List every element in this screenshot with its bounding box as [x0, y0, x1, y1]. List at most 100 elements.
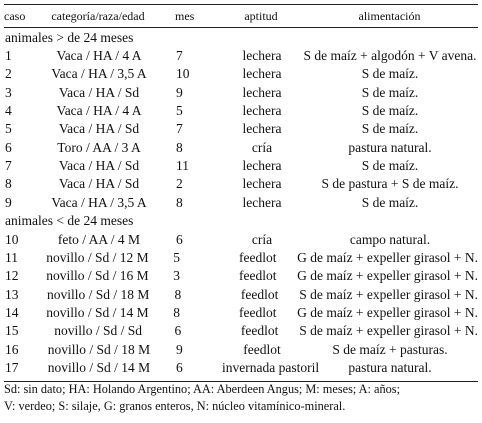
cell-categoria: Vaca / HA / 3,5 A	[51, 194, 147, 210]
header-aptitud: aptitud	[244, 8, 278, 23]
cell-aptitud: feedlot	[239, 268, 277, 284]
cell-alimentacion: S de maíz + pasturas.	[332, 341, 448, 357]
table-row: 9 Vaca / HA / 3,5 A 8 lechera S de maíz.	[4, 193, 478, 211]
table-row: 7 Vaca / HA / Sd 11 lechera S de maíz.	[4, 157, 478, 175]
cell-aptitud: lechera	[242, 194, 282, 210]
cell-alimentacion: S de maíz.	[361, 157, 419, 173]
cell-mes: 8	[176, 139, 183, 155]
cell-mes: 9	[176, 341, 183, 357]
cell-mes: 9	[176, 84, 183, 100]
cell-aptitud: lechera	[242, 176, 282, 192]
table-header: caso categoría/raza/edad mes aptitud ali…	[4, 5, 478, 27]
footnote-line: Sd: sin dato; HA: Holando Argentino; AA:…	[4, 382, 400, 396]
cell-categoria: novillo / Sd / 18 M	[46, 286, 150, 302]
header-rule	[4, 27, 478, 28]
cell-mes: 11	[176, 157, 189, 173]
cell-categoria: Vaca / HA / Sd	[58, 121, 140, 137]
section-label: animales < de 24 meses	[5, 213, 134, 229]
cell-caso: 5	[5, 121, 12, 137]
footnote-line: V: verdeo; S: silaje, G: granos enteros,…	[4, 399, 346, 413]
table-row: 6 Toro / AA / 3 A 8 cría pastura natural.	[4, 138, 478, 156]
table-body: animales > de 24 meses 1 Vaca / HA / 4 A 7 l…	[4, 28, 478, 377]
cell-caso: 15	[5, 323, 19, 339]
cell-alimentacion: S de maíz.	[361, 121, 419, 137]
cell-categoria: Vaca / HA / Sd	[58, 157, 140, 173]
cell-aptitud: lechera	[242, 121, 282, 137]
header-categoria: categoría/raza/edad	[51, 8, 145, 23]
table-row: 2 Vaca / HA / 3,5 A 10 lechera S de maíz.	[4, 65, 478, 83]
cell-caso: 16	[5, 341, 19, 357]
top-rule	[4, 4, 478, 5]
cell-categoria: Toro / AA / 3 A	[57, 139, 141, 155]
cell-mes: 6	[176, 359, 183, 375]
cell-caso: 10	[5, 231, 19, 247]
cell-mes: 7	[176, 121, 183, 137]
cell-aptitud: cría	[251, 231, 273, 247]
cell-categoria: novillo / Sd / 12 M	[46, 250, 149, 266]
cell-caso: 11	[5, 250, 18, 266]
cell-categoria: novillo / Sd / 14 M	[47, 359, 151, 375]
cell-caso: 9	[5, 194, 12, 210]
cell-alimentacion: G de maíz + expeller girasol + N.	[297, 268, 478, 284]
header-caso: caso	[4, 8, 26, 23]
bottom-rule	[4, 381, 478, 383]
table-row: 10 feto / AA / 4 M 6 cría campo natural.	[4, 231, 478, 249]
cell-alimentacion: S de maíz.	[361, 84, 419, 100]
table-row: 16 novillo / Sd / 18 M 9 feedlot S de maíz +…	[4, 340, 478, 358]
cell-caso: 2	[5, 66, 12, 82]
cell-caso: 13	[5, 286, 19, 302]
section-label: animales > de 24 meses	[5, 29, 134, 45]
cell-alimentacion: campo natural.	[349, 231, 431, 247]
cell-mes: 10	[176, 66, 190, 82]
header-alimentacion: alimentación	[358, 8, 421, 23]
cell-aptitud: feedlot	[239, 305, 277, 320]
cell-caso: 8	[5, 176, 12, 192]
cell-alimentacion: pastura natural.	[348, 359, 432, 375]
cell-alimentacion: S de pastura + S de maíz.	[321, 176, 459, 192]
cell-alimentacion: S de maíz + expeller girasol + N.	[299, 286, 478, 302]
cell-categoria: feto / AA / 4 M	[57, 231, 141, 247]
cell-alimentacion: G de maíz + expeller girasol + N.	[297, 250, 478, 266]
cell-categoria: novillo / Sd / 14 M	[46, 305, 149, 320]
cell-mes: 5	[173, 250, 180, 266]
cell-categoria: novillo / Sd / 16 M	[46, 268, 149, 284]
cell-caso: 17	[5, 359, 19, 375]
cell-alimentacion: S de maíz + expeller girasol + N.	[299, 323, 478, 339]
table-row: 8 Vaca / HA / Sd 2 lechera S de pastura + S …	[4, 175, 478, 193]
cell-categoria: Vaca / HA / Sd	[58, 84, 140, 100]
cell-mes: 8	[173, 305, 180, 320]
data-table: caso categoría/raza/edad mes aptitud ali…	[4, 4, 478, 383]
cell-mes: 8	[176, 194, 183, 210]
cell-aptitud: lechera	[242, 84, 282, 100]
footnote: Sd: sin dato; HA: Holando Argentino; AA:…	[4, 381, 480, 415]
cell-mes: 5	[176, 103, 183, 119]
table-row: 15 novillo / Sd / Sd 6 feedlot S de maíz + e…	[4, 322, 478, 340]
table-row: 14 novillo / Sd / 14 M 8 feedlot G de maíz +…	[4, 304, 478, 322]
cell-alimentacion: S de maíz.	[361, 66, 419, 82]
cell-mes: 2	[176, 176, 183, 192]
cell-alimentacion: G de maíz + expeller girasol + N.	[297, 305, 478, 320]
table-row: 17 novillo / Sd / 14 M 6 invernada pastoril…	[4, 359, 478, 377]
cell-categoria: Vaca / HA / 4 A	[56, 103, 142, 119]
cell-alimentacion: S de maíz + algodón + V avena.	[303, 48, 477, 64]
cell-categoria: novillo / Sd / 18 M	[47, 341, 151, 357]
table-row: 12 novillo / Sd / 16 M 3 feedlot G de maíz +…	[4, 267, 478, 285]
cell-mes: 8	[174, 286, 182, 302]
cell-mes: 7	[176, 48, 183, 64]
table-row: 5 Vaca / HA / Sd 7 lechera S de maíz.	[4, 120, 478, 138]
cell-aptitud: feedlot	[240, 286, 279, 302]
cell-mes: 3	[173, 268, 180, 284]
cell-caso: 1	[5, 48, 12, 64]
cell-aptitud: feedlot	[239, 250, 277, 266]
table-row: 4 Vaca / HA / 4 A 5 lechera S de maíz.	[4, 102, 478, 120]
cell-aptitud: invernada pastoril	[222, 359, 320, 375]
header-mes: mes	[175, 8, 195, 23]
cell-categoria: Vaca / HA / 3,5 A	[51, 66, 147, 82]
cell-alimentacion: S de maíz.	[361, 103, 419, 119]
cell-aptitud: feedlot	[243, 341, 281, 357]
cell-caso: 12	[5, 268, 19, 284]
cell-mes: 6	[176, 231, 183, 247]
cell-aptitud: lechera	[242, 103, 282, 119]
table-row: 11 novillo / Sd / 12 M 5 feedlot G de maíz +…	[4, 249, 478, 267]
table-row: 13 novillo / Sd / 18 M 8 feedlot S de maíz +…	[4, 286, 478, 304]
